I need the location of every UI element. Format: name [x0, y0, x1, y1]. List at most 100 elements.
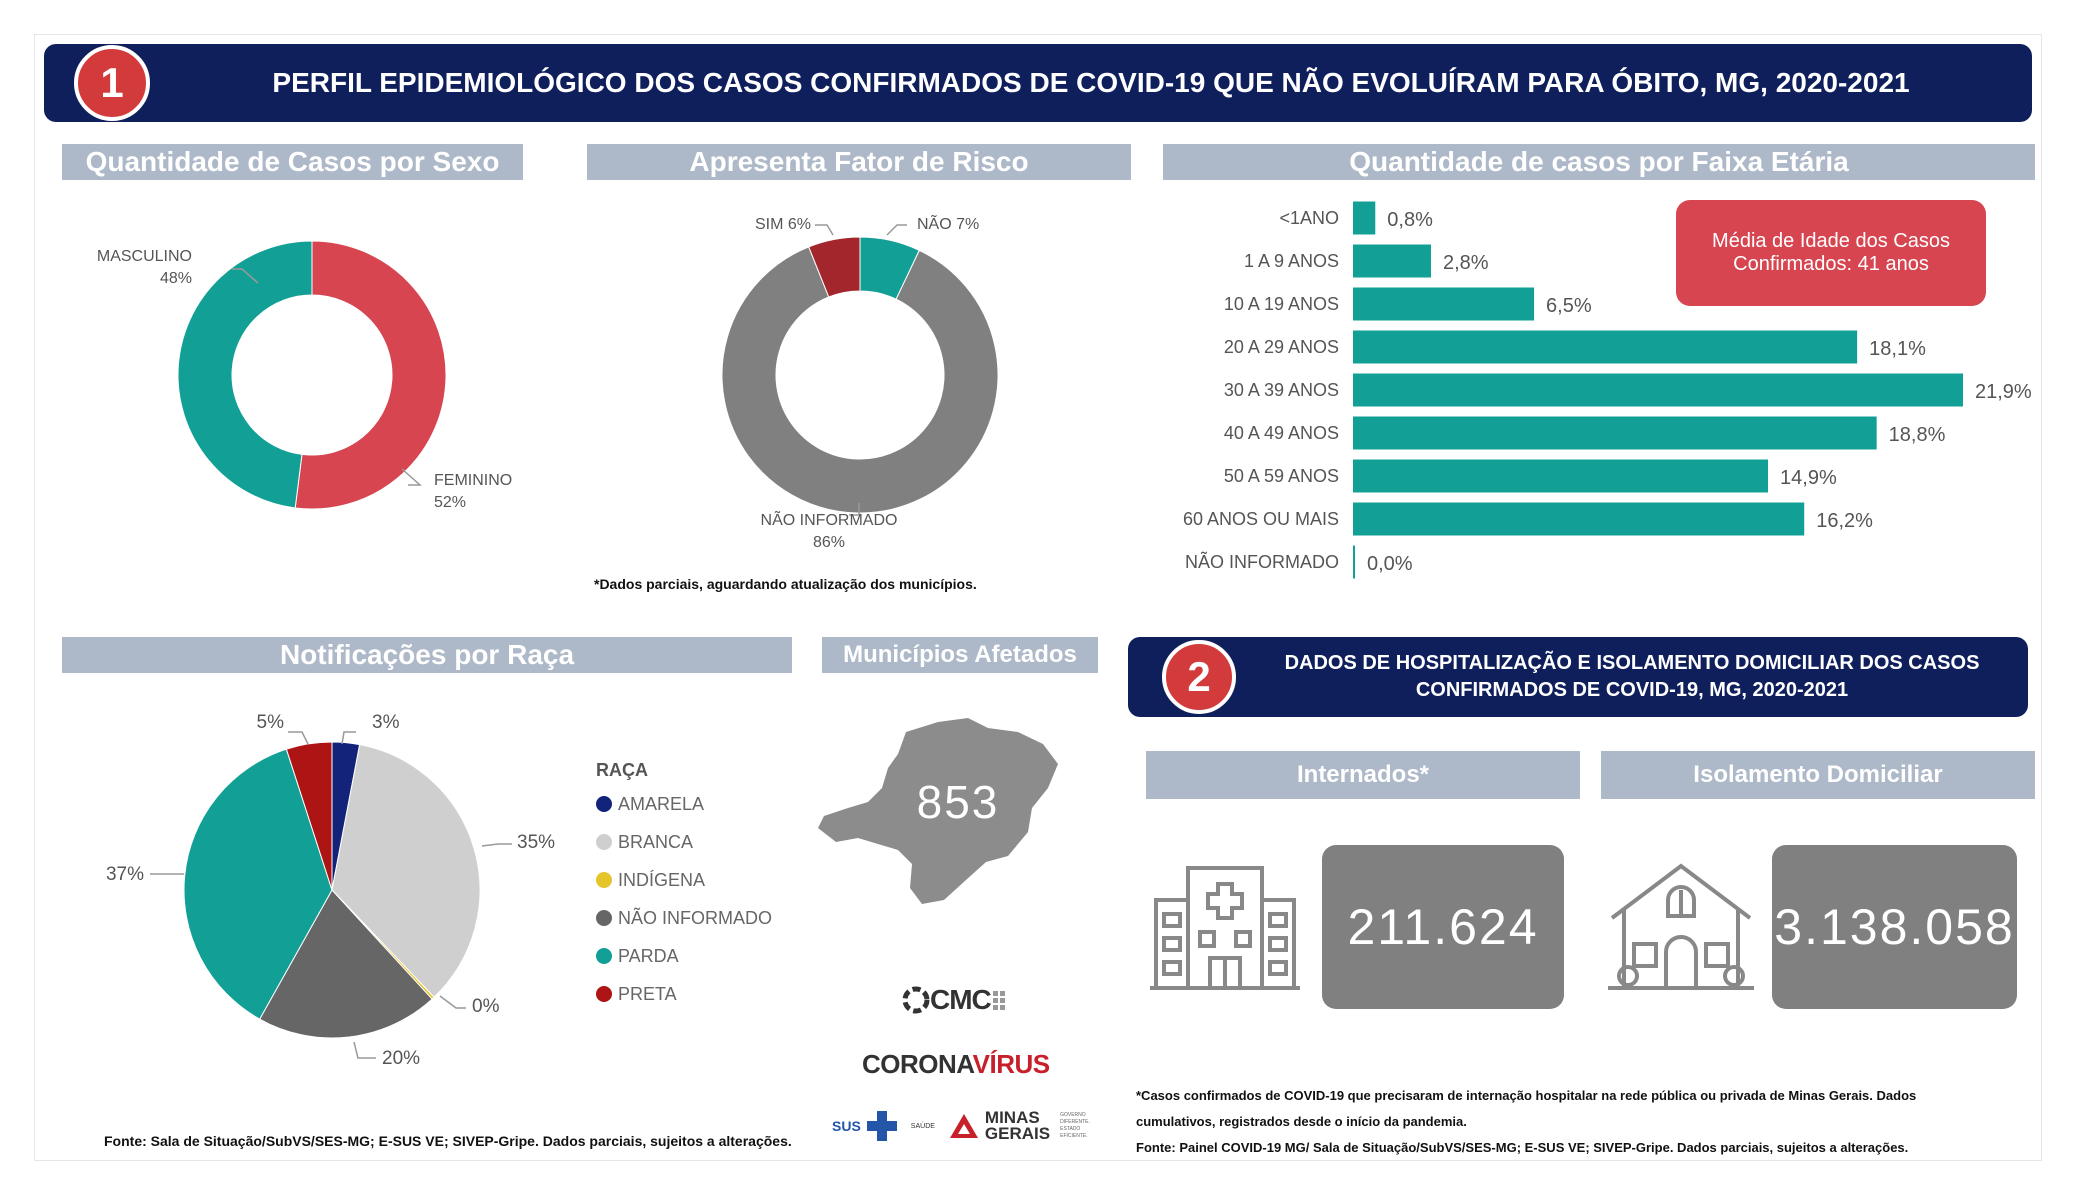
slice-label-text: 0%: [472, 996, 500, 1017]
slice-label-text: 48%: [160, 270, 192, 287]
media-idade-line1: Média de Idade dos Casos: [1712, 230, 1950, 252]
section-header-isolamento: Isolamento Domiciliar: [1601, 751, 2035, 799]
age-bar: [1353, 459, 1769, 493]
legend-label: BRANCA: [618, 831, 694, 852]
legend-dot: [596, 834, 612, 850]
corona-text: CORONA: [862, 1049, 973, 1079]
slice-label-text: MASCULINO: [97, 248, 192, 265]
gov-line2: DIFERENTE.: [1060, 1119, 1090, 1125]
chart-raca: 3% 5% 35% 0% 20% 37%: [106, 712, 555, 1069]
section-header-faixa: Quantidade de casos por Faixa Etária: [1163, 144, 2035, 180]
age-category-label: 1 A 9 ANOS: [1244, 251, 1339, 271]
legend-item-branca: BRANCA: [596, 823, 772, 861]
age-value-label: 0,8%: [1387, 209, 1433, 231]
section-header-raca: Notificações por Raça: [62, 637, 792, 673]
age-category-label: 50 A 59 ANOS: [1224, 466, 1339, 486]
internados-value: 211.624: [1322, 845, 1564, 1009]
fonte-1: Fonte: Sala de Situação/SubVS/SES-MG; E-…: [104, 1133, 792, 1149]
age-bar: [1353, 373, 1963, 407]
age-value-label: 16,2%: [1816, 510, 1873, 532]
legend-dot: [596, 796, 612, 812]
cmc-logo-text: CMC: [930, 984, 992, 1015]
age-bar: [1353, 330, 1858, 364]
pie-slice-preta: [285, 741, 333, 891]
cmc-logo: CMC: [902, 984, 1013, 1016]
gerais-text: GERAIS: [984, 1124, 1051, 1143]
slice-label-text: SIM 6%: [755, 216, 811, 233]
note-risco: *Dados parciais, aguardando atualização …: [594, 576, 977, 592]
slice-label-text: 5%: [257, 712, 285, 733]
age-bar: [1353, 287, 1535, 321]
chart-faixa: <1ANO 0,8% 1 A 9 ANOS 2,8% 10 A 19 ANOS 6,5% 2…: [1183, 201, 2032, 579]
age-value-label: 14,9%: [1780, 467, 1837, 489]
legend-dot: [596, 872, 612, 888]
slice-label: NÃO INFORMADO 86%: [761, 503, 898, 551]
slice-label: 37%: [106, 864, 184, 885]
age-value-label: 6,5%: [1546, 295, 1592, 317]
pie-slice-sim: [808, 236, 861, 298]
legend-item-indigena: INDÍGENA: [596, 861, 772, 899]
banner2-title: DADOS DE HOSPITALIZAÇÃO E ISOLAMENTO DOM…: [1236, 650, 2028, 704]
legend-item-preta: PRETA: [596, 975, 772, 1013]
slice-label: 0%: [439, 995, 500, 1017]
age-category-label: 20 A 29 ANOS: [1224, 337, 1339, 357]
virus-text: VÍRUS: [972, 1049, 1050, 1079]
nota-internados-1: *Casos confirmados de COVID-19 que preci…: [1136, 1088, 1917, 1103]
legend-label: PRETA: [618, 983, 677, 1004]
age-category-label: 30 A 39 ANOS: [1224, 380, 1339, 400]
pie-slice-branca: [331, 744, 481, 998]
chart-sexo: MASCULINO 48% FEMININO 52%: [97, 240, 512, 511]
cmc-logo-icon: [902, 986, 930, 1014]
slice-label-text: 3%: [372, 712, 400, 733]
pie-slice-masculino: [177, 240, 313, 509]
slice-label: FEMININO 52%: [401, 468, 512, 511]
banner-title: PERFIL EPIDEMIOLÓGICO DOS CASOS CONFIRMA…: [272, 67, 1910, 98]
section-number-badge: 1: [74, 45, 150, 121]
slice-label-text: 35%: [517, 832, 555, 853]
age-bar: [1353, 416, 1877, 450]
banner-section-1: 1 PERFIL EPIDEMIOLÓGICO DOS CASOS CONFIR…: [44, 44, 2032, 122]
age-bar: [1353, 244, 1431, 278]
slice-label-text: FEMININO: [434, 472, 512, 489]
hospital-icon: [1150, 866, 1300, 990]
minas-triangle-icon: [949, 1114, 978, 1138]
gov-line3: ESTADO: [1060, 1126, 1081, 1132]
media-idade-box: Média de Idade dos Casos Confirmados: 41…: [1676, 200, 1986, 306]
governo-slogan: GOVERNO DIFERENTE. ESTADO EFICIENTE.: [1060, 1112, 1090, 1140]
legend-title: RAÇA: [596, 760, 648, 780]
legend-dot: [596, 910, 612, 926]
banner2-title-line1: DADOS DE HOSPITALIZAÇÃO E ISOLAMENTO DOM…: [1284, 652, 1980, 674]
sus-cross-icon: [866, 1111, 897, 1141]
age-category-label: <1ANO: [1279, 208, 1339, 228]
minas-text: MINAS: [984, 1108, 1040, 1127]
section-number-badge-2: 2: [1162, 640, 1236, 714]
minas-gerais-map-icon: [818, 718, 1058, 904]
sus-logo-text: SUS: [832, 1118, 861, 1134]
legend-label: PARDA: [618, 945, 679, 966]
gov-line1: GOVERNO: [1060, 1112, 1086, 1118]
media-idade-line2: Confirmados: 41 anos: [1733, 253, 1929, 275]
age-value-label: 21,9%: [1975, 381, 2032, 403]
slice-label: SIM 6%: [755, 216, 834, 236]
municipios-value: 853: [916, 776, 1000, 828]
slice-label: 3%: [341, 712, 400, 745]
age-value-label: 18,1%: [1869, 338, 1926, 360]
legend-dot: [596, 986, 612, 1002]
slice-label-text: NÃO INFORMADO: [761, 509, 898, 529]
legend-label: AMARELA: [618, 793, 705, 814]
age-bar: [1353, 502, 1805, 536]
legend-item-nao-informado: NÃO INFORMADO: [596, 899, 772, 937]
pie-slice-parda: [183, 748, 333, 1020]
banner2-title-line2: CONFIRMADOS DE COVID-19, MG, 2020-2021: [1415, 679, 1849, 701]
isolamento-value: 3.138.058: [1772, 845, 2017, 1009]
age-value-label: 18,8%: [1889, 424, 1946, 446]
legend-dot: [596, 948, 612, 964]
cmc-grid-icon: [992, 991, 1005, 1010]
section-header-risco: Apresenta Fator de Risco (Comorbidade*): [587, 144, 1131, 213]
page-frame: [34, 34, 2042, 1161]
section-header-municipios: Municípios Afetados: [822, 637, 1098, 673]
pie-slice-feminino: [294, 240, 447, 510]
slice-label-text: NÃO 7%: [917, 213, 979, 233]
house-icon: [1608, 863, 1754, 990]
section-header-sexo: Quantidade de Casos por Sexo: [62, 144, 523, 180]
